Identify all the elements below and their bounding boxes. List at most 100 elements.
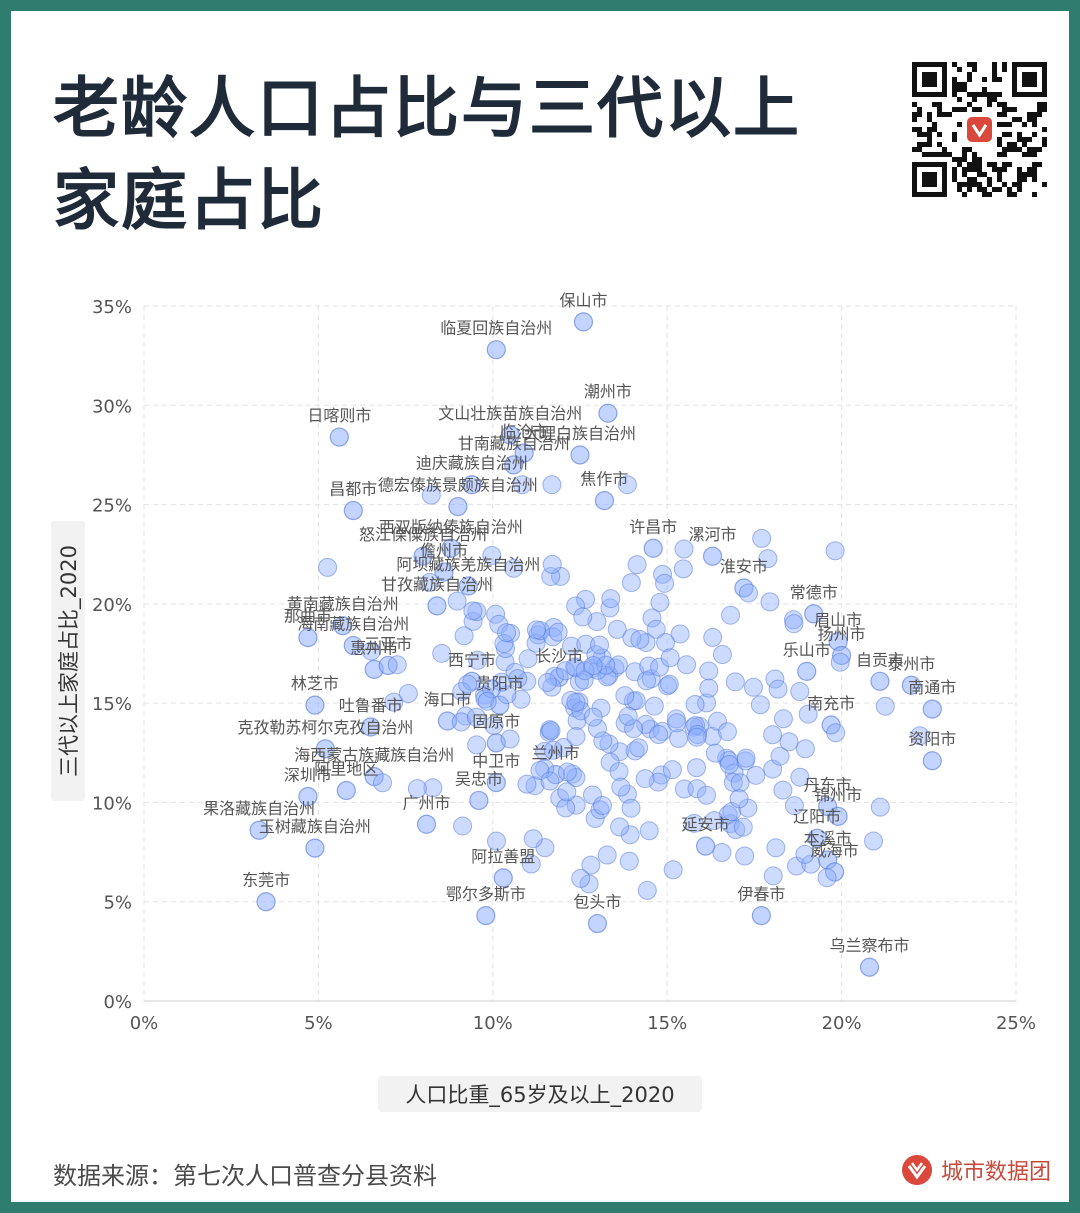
background-point: [637, 880, 657, 900]
background-point: [582, 785, 602, 805]
x-axis-title: 人口比重_65岁及以上_2020: [405, 1083, 674, 1108]
background-point: [407, 779, 427, 799]
point-label: 潮州市: [584, 382, 632, 401]
data-point: [486, 340, 506, 360]
background-point: [627, 555, 647, 575]
data-point: [594, 491, 615, 511]
point-label: 昌都市: [329, 480, 377, 499]
data-source: 数据来源：第七次人口普查分县资料: [53, 1162, 437, 1190]
background-point: [398, 684, 418, 704]
x-tick-label: 10%: [473, 1013, 513, 1034]
background-point: [548, 622, 568, 642]
data-point: [329, 427, 349, 447]
background-point: [566, 727, 586, 747]
point-label: 阿坝藏族羌族自治州: [396, 555, 540, 574]
background-point: [702, 726, 722, 746]
background-point: [477, 691, 497, 711]
background-point: [674, 539, 694, 559]
point-label: 林芝市: [291, 674, 339, 693]
background-point: [610, 742, 630, 762]
background-point: [452, 682, 472, 702]
background-point: [726, 820, 746, 840]
background-point: [504, 558, 524, 578]
data-point: [500, 425, 520, 445]
data-point: [587, 913, 608, 934]
background-point: [733, 817, 753, 837]
background-point: [587, 718, 607, 738]
background-point: [590, 635, 610, 655]
background-point: [573, 607, 593, 627]
background-point: [750, 695, 770, 715]
background-point: [644, 696, 664, 716]
data-point: [695, 836, 716, 856]
background-point: [384, 692, 404, 712]
background-point: [475, 689, 495, 709]
background-point: [699, 678, 719, 698]
data-point: [448, 496, 468, 517]
background-point: [735, 846, 755, 866]
background-point: [540, 720, 560, 740]
background-point: [621, 798, 641, 818]
background-point: [773, 780, 793, 800]
background-point: [541, 566, 561, 586]
data-point: [298, 628, 318, 648]
point-label: 玉树藏族自治州: [259, 817, 371, 836]
background-point: [556, 798, 576, 818]
chart-card: 老龄人口占比与三代以上 家庭占比 保山市 临夏回族自治州 潮州市 日喀则市 文山壮族苗族…: [11, 11, 1069, 1202]
background-point: [530, 761, 550, 781]
point-label: 惠州市: [350, 638, 398, 657]
point-label: 乐山市: [783, 640, 831, 659]
background-point: [423, 778, 443, 798]
background-point: [704, 811, 724, 831]
background-point: [518, 649, 538, 669]
background-point: [576, 634, 596, 654]
background-point: [687, 779, 707, 799]
background-point: [795, 739, 815, 759]
background-point: [420, 572, 440, 592]
background-point: [717, 722, 737, 742]
point-label: 德宏傣族景颇族自治州: [378, 476, 538, 495]
point-label: 黄南藏族自治州: [287, 595, 399, 614]
background-point: [482, 545, 502, 565]
background-point: [622, 628, 642, 648]
point-label: 临沧市: [500, 422, 548, 441]
background-point: [492, 672, 512, 692]
background-point: [454, 626, 474, 646]
background-point: [432, 643, 452, 663]
data-point: [493, 868, 513, 888]
background-point: [677, 655, 697, 675]
qr-code-icon[interactable]: [912, 62, 1047, 197]
background-point: [624, 719, 644, 739]
background-point: [609, 762, 629, 782]
background-point: [875, 696, 895, 716]
point-label: 怒江傈僳族自治州: [359, 525, 487, 544]
background-point: [725, 672, 745, 692]
point-label: 迪庆藏族自治州: [416, 454, 528, 473]
point-label: 固原市: [472, 712, 520, 731]
background-point: [719, 754, 739, 774]
background-point: [630, 629, 650, 649]
background-point: [517, 774, 537, 794]
background-point: [451, 712, 471, 732]
y-tick-label: 0%: [103, 992, 132, 1013]
y-axis-title: 三代以上家庭占比_2020: [57, 545, 82, 777]
data-point: [462, 475, 482, 495]
y-tick-label: 5%: [103, 893, 132, 914]
data-point: [804, 604, 824, 624]
point-label: 许昌市: [629, 517, 677, 536]
point-label: 西宁市: [448, 650, 496, 669]
data-point: [427, 596, 447, 616]
data-point: [598, 403, 618, 423]
data-point: [751, 906, 771, 926]
background-point: [458, 674, 478, 694]
point-label: 锦州市: [814, 785, 862, 804]
background-point: [467, 735, 487, 755]
point-label: 吐鲁番市: [339, 696, 403, 715]
data-point: [922, 751, 942, 771]
background-point: [758, 549, 778, 569]
y-tick-label: 35%: [92, 297, 132, 318]
data-point: [469, 790, 489, 811]
point-label: 那曲市: [284, 607, 332, 626]
background-point: [361, 641, 381, 661]
background-point: [718, 805, 738, 825]
